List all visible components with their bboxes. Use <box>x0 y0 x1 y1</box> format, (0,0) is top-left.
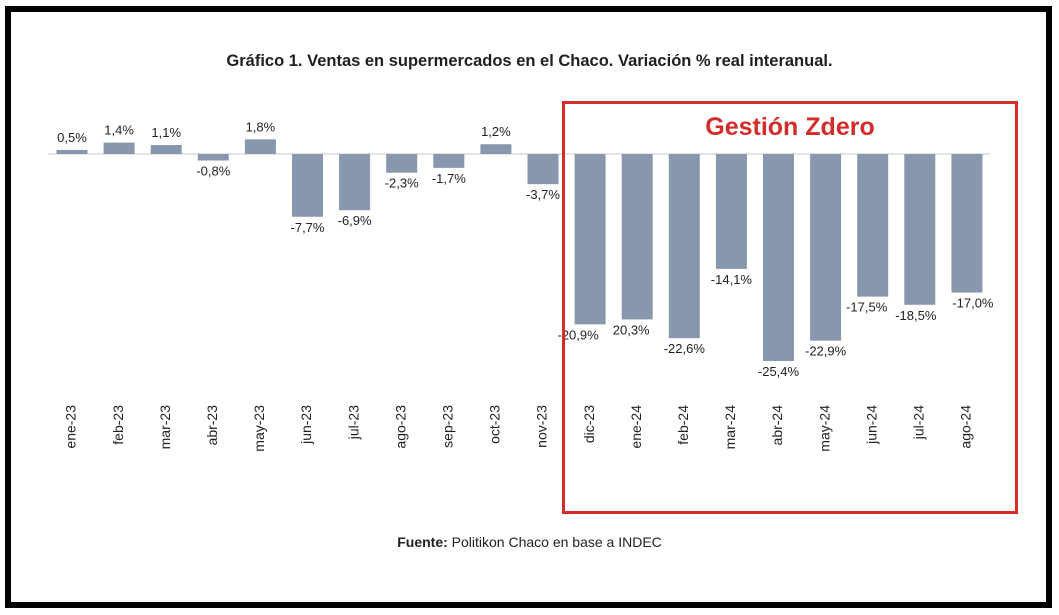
x-tick-ene-24: ene-24 <box>628 405 644 449</box>
value-labels-group: 0,5% 1,4% 1,1% -0,8% 1,8% -7,7% -6,9% -2,3% -1,7… <box>57 119 994 379</box>
x-tick-ene-23: ene-23 <box>63 405 79 449</box>
x-tick-oct-23: oct-23 <box>487 405 503 444</box>
value-label-dic-23: -20,9% <box>557 327 599 342</box>
value-label-ene-24: 20,3% <box>613 322 650 337</box>
value-label-abr-23: -0,8% <box>196 164 230 179</box>
bar-may-24 <box>810 154 842 341</box>
bar-ago-24 <box>951 154 983 293</box>
value-label-may-23: 1,8% <box>246 119 276 134</box>
value-label-nov-23: -3,7% <box>526 187 560 202</box>
value-label-feb-23: 1,4% <box>104 123 134 138</box>
x-tick-jul-23: jul-23 <box>345 405 361 440</box>
x-tick-mar-23: mar-23 <box>157 405 173 450</box>
bar-jun-24 <box>857 154 889 297</box>
source-prefix: Fuente: <box>397 534 448 550</box>
value-label-abr-24: -25,4% <box>758 364 800 379</box>
value-label-jul-23: -6,9% <box>338 213 372 228</box>
highlight-box <box>562 101 1018 514</box>
value-label-sep-23: -1,7% <box>432 171 466 186</box>
bar-ago-23 <box>386 154 418 173</box>
chart-frame <box>5 6 1052 608</box>
bar-jun-23 <box>292 154 323 217</box>
bar-ene-23 <box>56 149 88 154</box>
bar-jul-23 <box>339 154 371 211</box>
x-tick-ago-24: ago-24 <box>958 405 974 449</box>
x-tick-feb-24: feb-24 <box>675 405 691 445</box>
x-tick-jun-24: jun-24 <box>863 405 879 445</box>
value-label-ene-23: 0,5% <box>57 130 87 145</box>
value-label-jul-24: -18,5% <box>895 308 937 323</box>
bar-feb-24 <box>668 154 700 339</box>
value-label-jun-23: -7,7% <box>291 220 325 235</box>
value-label-ago-23: -2,3% <box>385 176 419 191</box>
bar-mar-24 <box>715 154 747 269</box>
value-label-ago-24: -17,0% <box>952 296 994 311</box>
x-tick-sep-23: sep-23 <box>440 405 456 448</box>
x-tick-may-24: may-24 <box>816 405 832 452</box>
x-tick-labels-group: ene-23 feb-23 mar-23 abr-23 may-23 jun-23 jul-… <box>63 405 974 452</box>
x-tick-nov-23: nov-23 <box>534 405 550 448</box>
bar-nov-23 <box>527 154 559 185</box>
x-tick-ago-23: ago-23 <box>392 405 408 449</box>
bar-mar-23 <box>150 145 182 154</box>
value-label-oct-23: 1,2% <box>481 124 511 139</box>
x-tick-abr-23: abr-23 <box>204 405 220 446</box>
x-tick-mar-24: mar-24 <box>722 405 738 450</box>
bar-may-23 <box>244 139 276 154</box>
x-tick-may-23: may-23 <box>251 405 267 452</box>
bar-abr-24 <box>763 154 794 362</box>
highlight-label: Gestión Zdero <box>705 113 875 141</box>
bar-ene-24 <box>621 154 653 320</box>
x-tick-feb-23: feb-23 <box>110 405 126 445</box>
value-label-may-24: -22,9% <box>805 344 847 359</box>
chart-title: Gráfico 1. Ventas en supermercados en el… <box>226 52 833 70</box>
value-label-jun-24: -17,5% <box>846 300 888 315</box>
bar-oct-23 <box>480 144 512 154</box>
x-tick-jul-24: jul-24 <box>911 405 927 440</box>
x-tick-abr-24: abr-24 <box>769 405 785 446</box>
source-note: Fuente: Politikon Chaco en base a INDEC <box>0 534 1059 550</box>
value-label-mar-24: -14,1% <box>711 272 753 287</box>
value-label-mar-23: 1,1% <box>151 125 181 140</box>
bar-feb-23 <box>103 142 135 154</box>
bar-dic-23 <box>574 154 606 325</box>
bars-group <box>56 139 983 362</box>
source-text: Politikon Chaco en base a INDEC <box>447 534 662 550</box>
x-tick-dic-23: dic-23 <box>581 405 597 443</box>
value-label-feb-24: -22,6% <box>664 341 706 356</box>
bar-abr-23 <box>197 154 229 161</box>
x-tick-jun-23: jun-23 <box>298 405 314 445</box>
bar-sep-23 <box>433 154 465 168</box>
bar-jul-24 <box>904 154 936 305</box>
